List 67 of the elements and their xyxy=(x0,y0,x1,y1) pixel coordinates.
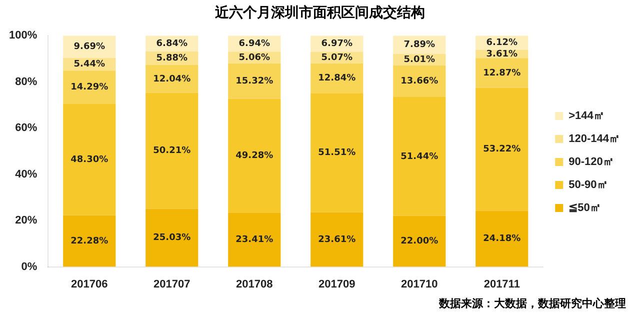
bar xyxy=(146,92,198,209)
bar xyxy=(310,93,364,212)
y-tick-label: 0% xyxy=(21,260,38,273)
data-label: 23.61% xyxy=(318,234,356,245)
x-tick-label: 201711 xyxy=(484,278,520,290)
data-label: 6.97% xyxy=(321,39,352,49)
data-label: 7.89% xyxy=(404,40,435,50)
data-label: 53.22% xyxy=(483,144,521,155)
bar xyxy=(228,63,281,99)
legend-label: 50-90㎡ xyxy=(568,179,608,192)
data-label: 5.44% xyxy=(74,60,105,70)
y-tick-label: 80% xyxy=(15,76,38,88)
data-label: 25.03% xyxy=(153,233,191,244)
data-label: 24.18% xyxy=(483,234,521,244)
bar xyxy=(393,216,446,267)
data-label: 22.28% xyxy=(70,236,108,246)
bar xyxy=(146,65,198,93)
data-label: 49.28% xyxy=(236,151,274,162)
data-label: 48.30% xyxy=(70,154,108,165)
bar xyxy=(310,63,364,94)
bar xyxy=(310,212,364,267)
data-label: 9.69% xyxy=(74,42,105,52)
data-label: 6.12% xyxy=(486,38,518,48)
data-label: 12.84% xyxy=(318,74,356,84)
bar xyxy=(476,88,528,211)
data-label: 5.88% xyxy=(156,54,188,64)
y-tick-label: 20% xyxy=(15,214,38,227)
x-tick-label: 201710 xyxy=(401,278,438,290)
legend-label: 120-144㎡ xyxy=(568,133,620,146)
data-label: 5.07% xyxy=(321,52,352,63)
data-label: 3.61% xyxy=(486,49,518,60)
legend-label: >144㎡ xyxy=(568,110,604,122)
data-label: 50.21% xyxy=(153,146,191,156)
x-tick-label: 201706 xyxy=(71,278,108,290)
bar xyxy=(393,65,446,98)
bar xyxy=(476,58,528,88)
data-label: 6.94% xyxy=(238,38,270,49)
data-label: 15.32% xyxy=(236,76,274,86)
data-label: 12.04% xyxy=(153,74,191,84)
bar xyxy=(63,70,116,104)
data-label: 22.00% xyxy=(400,236,438,247)
data-label: 14.29% xyxy=(70,82,108,92)
bar xyxy=(146,208,198,267)
data-label: 12.87% xyxy=(483,68,521,78)
x-tick-label: 201707 xyxy=(154,278,190,290)
legend-label: ≦50㎡ xyxy=(568,202,601,214)
y-tick-label: 100% xyxy=(8,30,38,42)
bar xyxy=(63,104,116,216)
data-label: 6.84% xyxy=(156,38,188,49)
legend-label: 90-120㎡ xyxy=(568,156,614,168)
source-note: 数据来源：大数据，数据研究中心整理 xyxy=(439,296,626,311)
x-tick-label: 201708 xyxy=(236,278,273,290)
bar xyxy=(63,215,116,267)
y-tick-label: 40% xyxy=(15,168,38,180)
bar xyxy=(476,210,528,267)
bar xyxy=(228,98,281,213)
x-tick-label: 201709 xyxy=(318,278,356,290)
data-label: 5.01% xyxy=(404,54,435,65)
y-tick-label: 60% xyxy=(15,122,38,134)
bar xyxy=(228,212,281,267)
data-label: 23.41% xyxy=(236,235,274,246)
data-label: 51.51% xyxy=(318,148,356,158)
data-label: 5.06% xyxy=(238,52,270,63)
data-label: 51.44% xyxy=(400,152,438,162)
chart-title: 近六个月深圳市面积区间成交结构 xyxy=(214,4,426,22)
data-label: 13.66% xyxy=(400,76,438,87)
bar xyxy=(393,97,446,216)
